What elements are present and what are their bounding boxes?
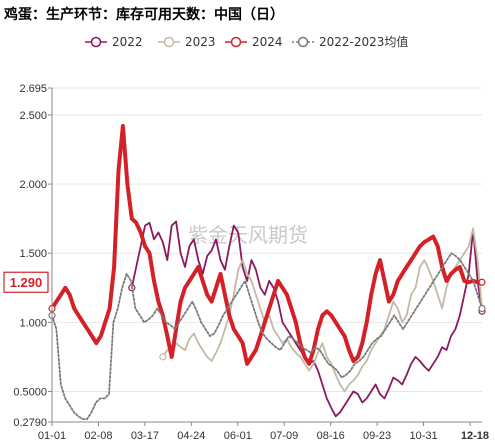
y-tick-label: 2.695 <box>19 83 47 95</box>
x-tick-label: 04-24 <box>177 430 205 442</box>
legend-label: 2023 <box>185 35 216 49</box>
y-tick-label: 2.500 <box>19 110 47 122</box>
series-layer <box>48 124 486 420</box>
y-tick-label: 2.000 <box>19 179 47 191</box>
series-line <box>130 220 483 418</box>
x-axis-labels: 01-01 02-08 03-17 04-24 06-01 07-09 08-16 09-23… <box>38 422 489 442</box>
x-tick-label: 08-16 <box>317 430 345 442</box>
legend-marker <box>163 36 175 48</box>
legend-label: 2022 <box>112 35 143 49</box>
y-axis-labels: 0.2790 0.5000 1.000 1.500 2.000 2.500 2.695 <box>13 83 52 429</box>
y-tick-label: 1.500 <box>19 248 47 260</box>
series-line <box>161 227 483 393</box>
legend: 2022 2023 2024 2022-2023均值 <box>85 34 408 49</box>
series-line <box>50 124 484 366</box>
x-tick-label: 03-17 <box>131 430 159 442</box>
series-end-marker <box>478 304 486 313</box>
x-tick-label: 01-01 <box>38 430 66 442</box>
axes <box>51 88 482 423</box>
series-end-marker <box>159 353 167 361</box>
series-end-marker <box>478 278 486 286</box>
y-tick-label: 0.2790 <box>13 417 47 429</box>
legend-marker <box>230 36 242 48</box>
legend-marker <box>90 36 102 48</box>
highlight-box <box>3 271 49 293</box>
x-tick-label: 09-23 <box>363 430 391 442</box>
highlight-label: 1.290 <box>3 271 49 293</box>
y-tick-label: 0.5000 <box>13 386 47 398</box>
chart-title: 鸡蛋：生产环节：库存可用天数：中国（日） <box>4 7 284 23</box>
x-tick-label: 06-01 <box>224 430 252 442</box>
watermark: 紫金天风期货 <box>188 223 308 247</box>
legend-marker <box>297 36 309 48</box>
x-tick-label: 12-18 <box>461 430 489 442</box>
x-tick-label: 02-08 <box>84 430 112 442</box>
x-tick-label: 10-31 <box>409 430 437 442</box>
legend-label: 2024 <box>252 35 283 49</box>
x-tick-label: 07-09 <box>270 430 298 442</box>
highlight-value: 1.290 <box>10 275 43 290</box>
legend-label: 2022-2023均值 <box>319 34 408 49</box>
y-tick-label: 1.000 <box>19 317 47 329</box>
series-line <box>51 252 483 420</box>
